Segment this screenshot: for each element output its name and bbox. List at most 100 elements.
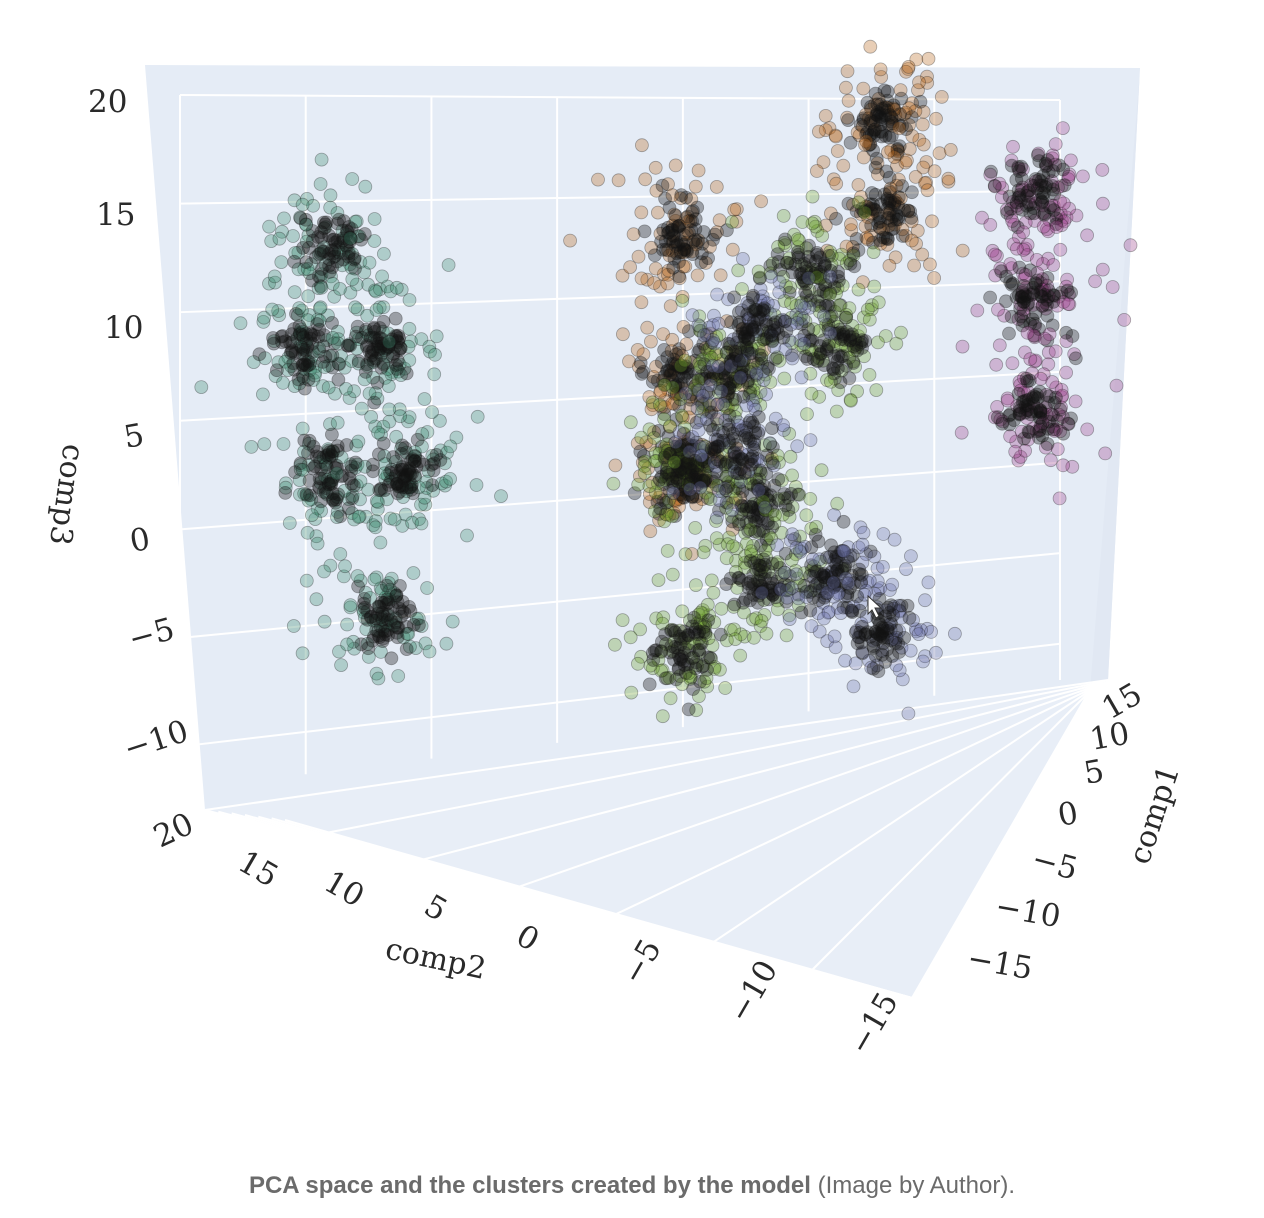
point-orange [661, 441, 676, 456]
point-orange-core [880, 193, 895, 208]
point-teal [437, 456, 452, 471]
point-orange [688, 378, 703, 393]
point-purple [806, 552, 820, 567]
point-orange [675, 348, 689, 363]
point-teal-core [278, 485, 293, 500]
point-orange [665, 188, 680, 203]
point-purple [903, 643, 918, 658]
point-teal-core [411, 618, 426, 632]
point-teal [319, 333, 334, 348]
point-orange-core [677, 446, 692, 461]
point-green-core [701, 613, 716, 628]
point-orange [665, 467, 679, 482]
point-teal [432, 413, 447, 428]
point-teal-core [340, 239, 354, 254]
point-teal [369, 613, 384, 628]
point-purple [759, 387, 773, 402]
point-purple [764, 269, 779, 284]
point-orange [757, 342, 772, 357]
point-teal [278, 476, 293, 491]
point-teal-core [386, 346, 401, 361]
point-orange-core [891, 209, 906, 224]
point-orange-core [665, 357, 679, 372]
point-orange [681, 476, 696, 491]
point-purple [836, 544, 851, 558]
point-teal-core [360, 604, 375, 618]
point-teal-core [377, 595, 392, 610]
point-orange [921, 51, 936, 66]
point-teal-core [402, 461, 417, 476]
point-orange-core [633, 355, 648, 370]
point-teal-core [376, 314, 391, 329]
point-orange [642, 495, 657, 510]
point-orange [818, 218, 833, 233]
point-orange [676, 319, 691, 334]
point-orange-core [868, 114, 883, 128]
point-teal-core [266, 336, 281, 351]
point-orange [664, 365, 679, 380]
point-magenta [1048, 344, 1063, 359]
point-teal [409, 612, 424, 626]
point-orange-core [672, 254, 686, 269]
point-teal [307, 368, 322, 383]
point-orange-core [671, 377, 685, 392]
point-orange [899, 64, 913, 79]
point-orange [663, 419, 677, 434]
point-teal [366, 330, 381, 345]
point-teal [419, 481, 434, 495]
point-orange [863, 39, 878, 54]
point-orange [654, 399, 669, 414]
point-green [660, 544, 675, 558]
point-teal-core [367, 395, 382, 410]
point-teal-core [395, 595, 410, 609]
point-teal-core [293, 211, 308, 226]
point-magenta [955, 339, 970, 354]
point-orange-core [851, 243, 866, 258]
point-green [623, 630, 638, 645]
point-orange [710, 397, 725, 412]
plot-svg[interactable]: 20 15 10 5 0 −5 −10 comp3 20 15 10 5 0 −… [0, 0, 1264, 1130]
point-teal [339, 227, 354, 242]
point-orange-core [669, 412, 684, 427]
point-orange-core [692, 342, 707, 357]
point-orange [688, 179, 703, 194]
point-orange [666, 361, 681, 376]
point-green [678, 547, 693, 562]
point-teal-core [401, 463, 416, 478]
point-teal [337, 360, 352, 375]
point-orange-core [856, 204, 871, 219]
point-purple-core [752, 271, 767, 286]
grid-line-floor [507, 683, 1101, 892]
point-orange-core [658, 377, 672, 392]
point-teal [414, 332, 429, 347]
grid-line-comp3 [179, 552, 1061, 639]
point-purple [817, 309, 831, 323]
point-orange [743, 458, 758, 473]
point-teal [378, 619, 393, 633]
point-teal [387, 512, 402, 527]
point-magenta [954, 425, 969, 440]
point-orange [680, 450, 695, 465]
point-green-core [830, 354, 845, 369]
point-orange-core [913, 94, 928, 109]
point-teal [314, 267, 329, 282]
point-teal-core [388, 469, 403, 483]
point-teal-core [331, 487, 346, 502]
point-teal [391, 669, 406, 683]
point-teal [345, 488, 360, 503]
point-teal-core [408, 454, 422, 469]
point-teal [262, 219, 277, 234]
point-orange [649, 183, 664, 198]
pca-3d-scatter-chart[interactable]: 20 15 10 5 0 −5 −10 comp3 20 15 10 5 0 −… [0, 0, 1264, 1130]
point-teal [302, 363, 317, 378]
comp2-tick-15: 15 [232, 844, 284, 895]
point-teal-core [325, 315, 339, 330]
point-orange [890, 158, 904, 173]
point-teal [388, 589, 403, 604]
point-orange-core [677, 426, 691, 441]
point-magenta [1105, 280, 1120, 294]
point-purple [666, 486, 681, 501]
point-teal [380, 362, 395, 376]
point-teal-core [373, 619, 388, 634]
point-orange [644, 334, 658, 349]
